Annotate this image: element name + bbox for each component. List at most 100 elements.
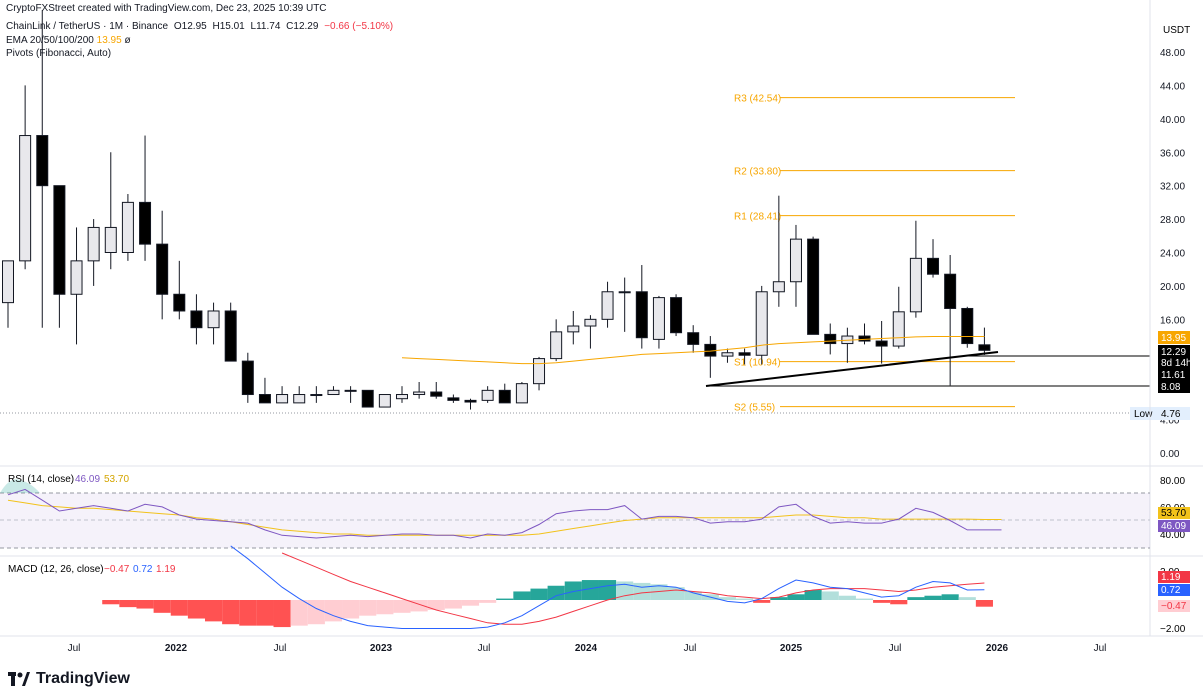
candle-body — [207, 310, 220, 329]
macd-histogram-bar — [513, 591, 531, 600]
candle-body — [139, 201, 152, 245]
candle-body — [601, 291, 614, 320]
candle-body — [584, 318, 597, 327]
macd-histogram-bar — [907, 597, 925, 600]
candle-body — [53, 185, 66, 295]
rsi-line — [7, 488, 1002, 539]
candle-body — [2, 260, 14, 304]
macd-histogram-bar — [650, 584, 668, 600]
macd-histogram-bar — [427, 600, 445, 610]
candle-body — [344, 389, 357, 392]
candle-body — [550, 331, 563, 360]
support-high-text: 11.61 — [1161, 370, 1186, 381]
macd-histogram-bar — [222, 600, 240, 625]
chart-canvas[interactable]: R3 (42.54) R2 (33.80) R1 (28.41) S1 (10.94)… — [0, 0, 1203, 665]
candle-body — [190, 310, 203, 329]
macd-histogram-bar — [239, 600, 257, 626]
macd-histogram-bar — [170, 600, 188, 616]
candle-body — [395, 394, 408, 400]
candle-body — [156, 243, 169, 295]
candle-body — [670, 297, 683, 334]
candle-body — [413, 391, 426, 396]
time-tick-label: Jul — [274, 643, 287, 654]
ema-badge-text: 13.95 — [1161, 333, 1186, 344]
macd-label: MACD (12, 26, close) — [8, 564, 104, 575]
macd-line — [230, 545, 985, 629]
candle-body — [19, 135, 32, 262]
rsi-ma-value: 53.70 — [104, 474, 129, 485]
candle-body — [772, 281, 785, 293]
macd-histogram-bar — [770, 597, 788, 600]
price-tick-label: 20.00 — [1160, 282, 1185, 293]
low-value-badge — [1158, 407, 1190, 420]
tradingview-logo[interactable]: TradingView — [8, 670, 130, 688]
macd-histogram-bar — [479, 600, 497, 603]
pivot-label: R1 (28.41) — [734, 212, 781, 223]
macd-histogram-bar — [804, 590, 822, 600]
rsi-ma-badge-text: 53.70 — [1161, 508, 1186, 519]
support-high-badge — [1158, 368, 1190, 381]
rsi-tick-80: 80.00 — [1160, 476, 1185, 487]
time-tick-label: Jul — [889, 643, 902, 654]
candle-body — [310, 394, 323, 397]
symbol-legend[interactable]: ChainLink / TetherUS · 1M · Binance O12.… — [6, 21, 396, 32]
ema-badge — [1158, 331, 1190, 344]
candle-body — [224, 310, 237, 362]
time-tick-label: Jul — [1094, 643, 1107, 654]
macd-histogram-bar — [376, 600, 394, 615]
candle-body — [755, 291, 768, 356]
macd-histogram-bar — [890, 600, 908, 605]
macd-histogram-bar — [684, 591, 702, 600]
price-tick-label: 24.00 — [1160, 249, 1185, 260]
macd-hist-badge — [1158, 600, 1190, 612]
price-tick-label: 0.00 — [1160, 449, 1180, 460]
candle-body — [293, 394, 306, 404]
ema-legend[interactable]: EMA 20/50/100/200 13.95 ø — [6, 35, 131, 46]
macd-histogram-bar — [393, 600, 411, 613]
time-tick-label: Jul — [478, 643, 491, 654]
candle-body — [70, 260, 83, 295]
candle-body — [875, 340, 888, 347]
macd-histogram-bar — [855, 598, 874, 600]
low-label: Low — [1134, 409, 1153, 420]
macd-histogram-bar — [547, 585, 565, 600]
macd-histogram-bar — [136, 600, 154, 609]
macd-histogram-bar — [581, 580, 599, 600]
time-tick-label: 2022 — [165, 643, 188, 654]
macd-histogram-bar — [359, 600, 377, 616]
rsi-badge-text: 46.09 — [1161, 521, 1186, 532]
candle-body — [430, 391, 443, 397]
ohlc-open: O12.95 — [173, 21, 207, 32]
pivots-legend[interactable]: Pivots (Fibonacci, Auto) — [6, 48, 112, 59]
candle-body — [789, 238, 802, 283]
macd-histogram-bar — [204, 600, 223, 622]
low-value: 4.76 — [1161, 409, 1181, 420]
macd-histogram-bar — [873, 600, 891, 603]
candle-body — [121, 201, 134, 253]
candle-body — [652, 297, 665, 340]
candle-body — [824, 333, 837, 345]
candle-body — [447, 397, 460, 401]
ema-line — [401, 336, 985, 365]
macd-histogram-bar — [753, 600, 771, 603]
candle-body — [618, 291, 631, 294]
pivot-label: S2 (5.55) — [734, 403, 775, 414]
macd-badge-text: 0.72 — [1161, 585, 1181, 596]
macd-histogram-bar — [924, 595, 942, 600]
currency-label: USDT — [1163, 25, 1190, 36]
macd-signal-badge — [1158, 571, 1190, 583]
candle-body — [276, 394, 289, 404]
macd-histogram-bar — [119, 600, 137, 608]
price-tick-label: 40.00 — [1160, 115, 1185, 126]
macd-histogram-bar — [444, 600, 462, 609]
candle-body — [909, 257, 922, 313]
macd-histogram-bar — [598, 580, 617, 600]
brand-name: TradingView — [36, 670, 130, 687]
macd-histogram-bar — [496, 598, 514, 600]
macd-histogram-bar — [461, 600, 480, 606]
rsi-label: RSI (14, close) — [8, 474, 74, 485]
candle-body — [635, 291, 648, 339]
macd-value: 0.72 — [133, 564, 153, 575]
candle-body — [927, 257, 940, 275]
close-badge-text: 12.29 — [1161, 347, 1186, 358]
